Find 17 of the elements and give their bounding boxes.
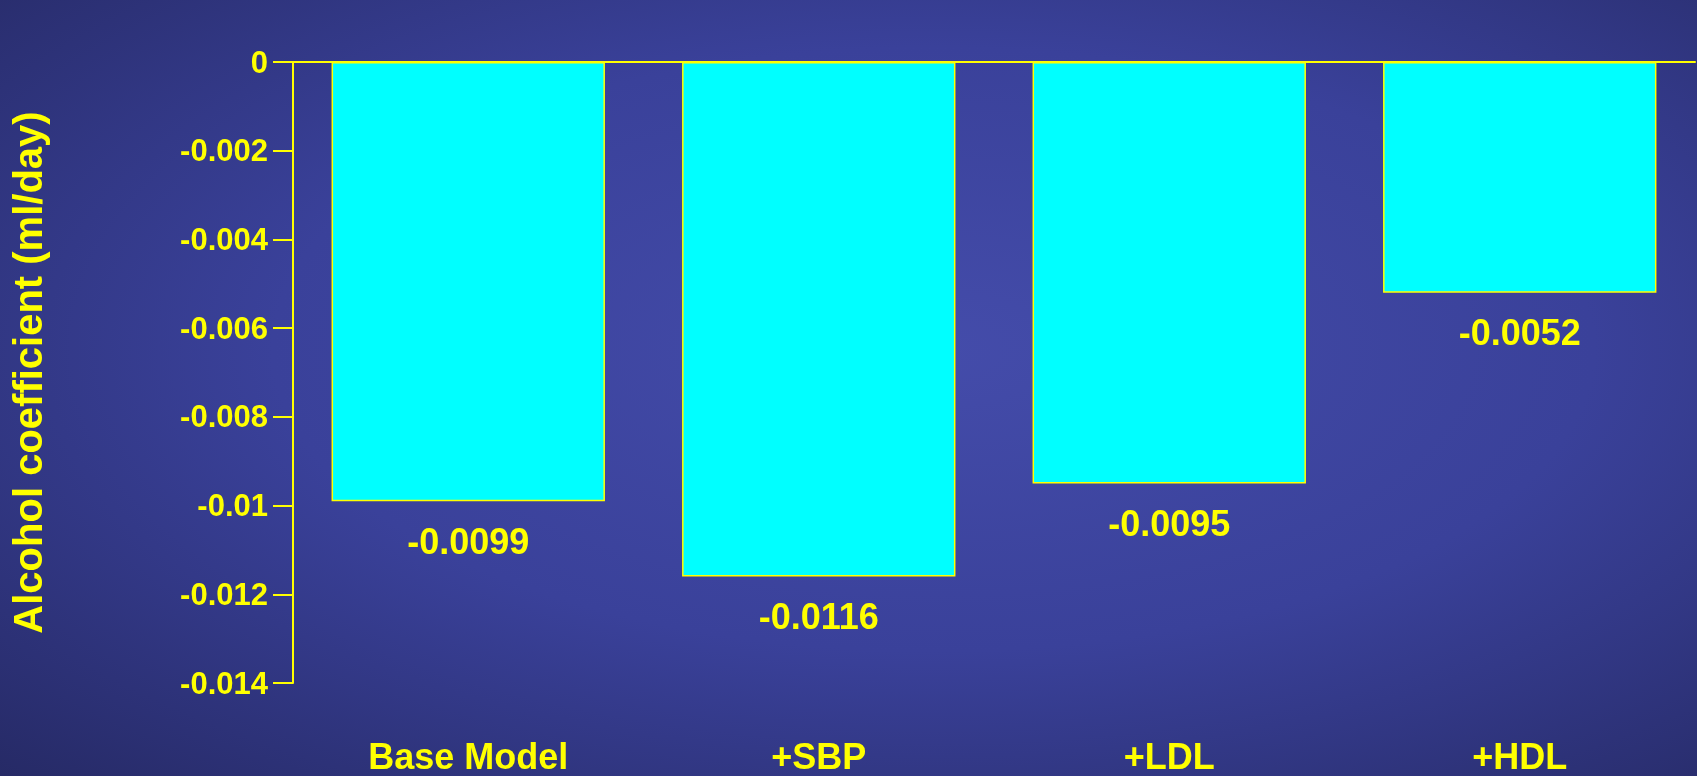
data-label: -0.0052 — [1458, 312, 1581, 354]
y-tick-label: -0.006 — [180, 310, 268, 346]
y-tick-label: -0.014 — [180, 665, 269, 701]
x-tick-label: +LDL — [1123, 735, 1215, 776]
y-tick-label: -0.012 — [180, 576, 268, 612]
data-label: -0.0095 — [1108, 502, 1231, 544]
y-tick-label: 0 — [250, 44, 268, 80]
x-tick-label: +SBP — [771, 735, 867, 776]
x-tick-label: +HDL — [1472, 735, 1568, 776]
y-tick-label: -0.004 — [180, 221, 269, 257]
data-label: -0.0099 — [407, 520, 530, 562]
data-label: -0.0116 — [758, 596, 879, 638]
y-tick-label: -0.008 — [180, 399, 268, 435]
y-axis-title: Alcohol coefficient (ml/day) — [6, 111, 50, 634]
x-tick-label: Base Model — [368, 735, 569, 776]
y-tick-label: -0.002 — [180, 133, 268, 169]
y-tick-label: -0.01 — [197, 488, 268, 524]
